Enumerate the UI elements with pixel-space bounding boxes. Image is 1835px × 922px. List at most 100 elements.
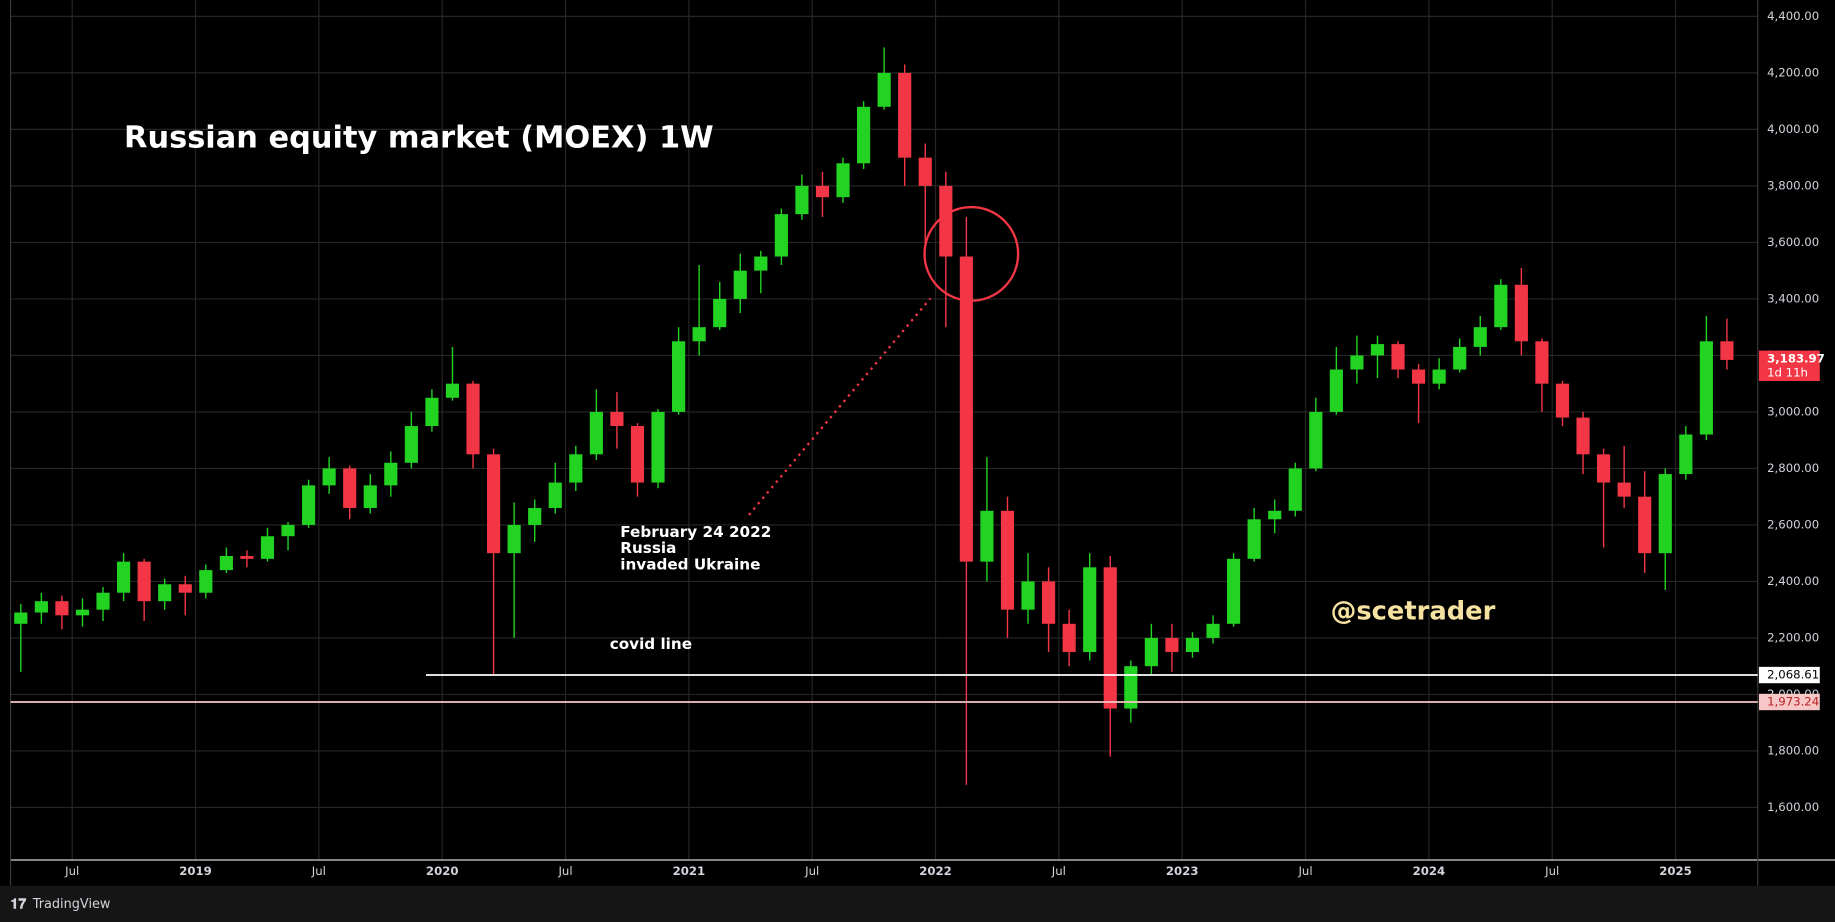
candle-body (918, 157, 932, 186)
x-tick-label: 2022 (919, 864, 952, 878)
candle-body (1165, 637, 1179, 653)
candle-body (1617, 482, 1631, 497)
annotation: February 24 2022 (620, 523, 771, 541)
candle-body (1555, 383, 1570, 418)
candle-body (939, 185, 953, 257)
x-tick-label: Jul (557, 864, 572, 878)
y-tick-label: 3,600.00 (1767, 235, 1819, 249)
candle-body (1679, 434, 1693, 475)
candle-body (1021, 581, 1035, 610)
y-tick-label: 4,400.00 (1767, 9, 1819, 23)
candle-body (1185, 637, 1200, 653)
candle-body (1042, 581, 1056, 624)
x-tick-label: 2019 (179, 864, 212, 878)
last-price-label: 3,183.97 (1767, 351, 1825, 365)
candle-body (158, 584, 172, 602)
candle-body (1103, 567, 1117, 709)
price-label-box (1758, 693, 1820, 711)
candle-body (1494, 284, 1508, 328)
candle-body (1062, 623, 1076, 653)
y-tick-label: 1,600.00 (1767, 800, 1819, 814)
grid: 1,600.001,800.002,000.002,200.002,400.00… (9, 0, 1835, 886)
y-tick-label: 4,000.00 (1767, 122, 1819, 136)
candle-body (1268, 510, 1282, 520)
x-tick-label: Jul (1297, 864, 1312, 878)
candle-body (651, 411, 665, 483)
candle-body (34, 601, 48, 613)
candle-body (672, 341, 686, 412)
candle-body (199, 570, 213, 593)
candle-body (980, 510, 994, 562)
annotation: Russia (620, 539, 676, 557)
x-tick-label: 2025 (1659, 864, 1692, 878)
candle-body (1227, 558, 1241, 624)
candle-body (343, 468, 357, 508)
x-tick-label: Jul (1051, 864, 1066, 878)
candle-body (425, 397, 439, 427)
x-tick-label: 2023 (1166, 864, 1199, 878)
candle-body (733, 270, 747, 299)
x-tick-label: Jul (311, 864, 326, 878)
candle-body (302, 485, 316, 525)
candle-body (466, 383, 480, 455)
pointer-line (748, 297, 932, 516)
candle-body (528, 507, 542, 525)
candle-body (445, 383, 460, 398)
candle-body (1453, 346, 1467, 370)
candle-body (815, 185, 830, 198)
candle-body (1535, 341, 1549, 384)
candle-body (55, 601, 69, 616)
countdown-label: 1d 11h (1767, 365, 1808, 379)
y-tick-label: 2,200.00 (1767, 630, 1819, 644)
candle-body (178, 584, 192, 593)
candle-body (322, 468, 336, 486)
watermark: @scetrader (1331, 596, 1496, 626)
y-tick-label: 3,000.00 (1767, 404, 1819, 418)
candle-body (260, 536, 275, 559)
candle-body (1247, 519, 1261, 559)
y-tick-label: 3,800.00 (1767, 178, 1819, 192)
candle-body (1638, 496, 1652, 554)
x-tick-label: Jul (804, 864, 819, 878)
price-label-box (1758, 666, 1820, 684)
candle-body (1288, 468, 1302, 511)
candle-body (137, 561, 151, 602)
candle-body (877, 72, 891, 107)
candle-body (1432, 369, 1446, 384)
y-tick-label: 3,400.00 (1767, 291, 1819, 305)
candle-body (1309, 411, 1323, 469)
candle-body (14, 612, 28, 624)
candle-body (857, 106, 871, 164)
x-tick-label: 2021 (673, 864, 706, 878)
candle-body (1658, 474, 1672, 554)
x-tick-label: 2024 (1413, 864, 1446, 878)
candle-body (795, 185, 809, 215)
candle-body (384, 462, 398, 486)
candle-body (1473, 327, 1487, 347)
candle-body (898, 72, 912, 158)
candle-body (1391, 344, 1405, 370)
y-tick-label: 1,800.00 (1767, 743, 1819, 757)
candle-body (219, 555, 233, 571)
candle-body (589, 411, 603, 455)
candle-body (507, 524, 521, 554)
highlight-circle (923, 205, 1020, 302)
candle-body (713, 298, 727, 328)
brand-logo: 𝟏𝟕 (11, 896, 27, 912)
x-tick-label: Jul (1544, 864, 1559, 878)
candle-body (1699, 341, 1713, 435)
candle-body (1000, 510, 1015, 610)
candle-body (1412, 369, 1426, 384)
candle-body (1124, 666, 1138, 709)
candle-body (774, 214, 788, 257)
candle-body (630, 426, 645, 483)
candle-body (692, 327, 706, 342)
candle-body (404, 426, 418, 463)
candle-body (1597, 454, 1611, 483)
brand: TradingView (32, 897, 111, 912)
y-tick-label: 4,200.00 (1767, 65, 1819, 79)
candle-body (96, 592, 110, 610)
